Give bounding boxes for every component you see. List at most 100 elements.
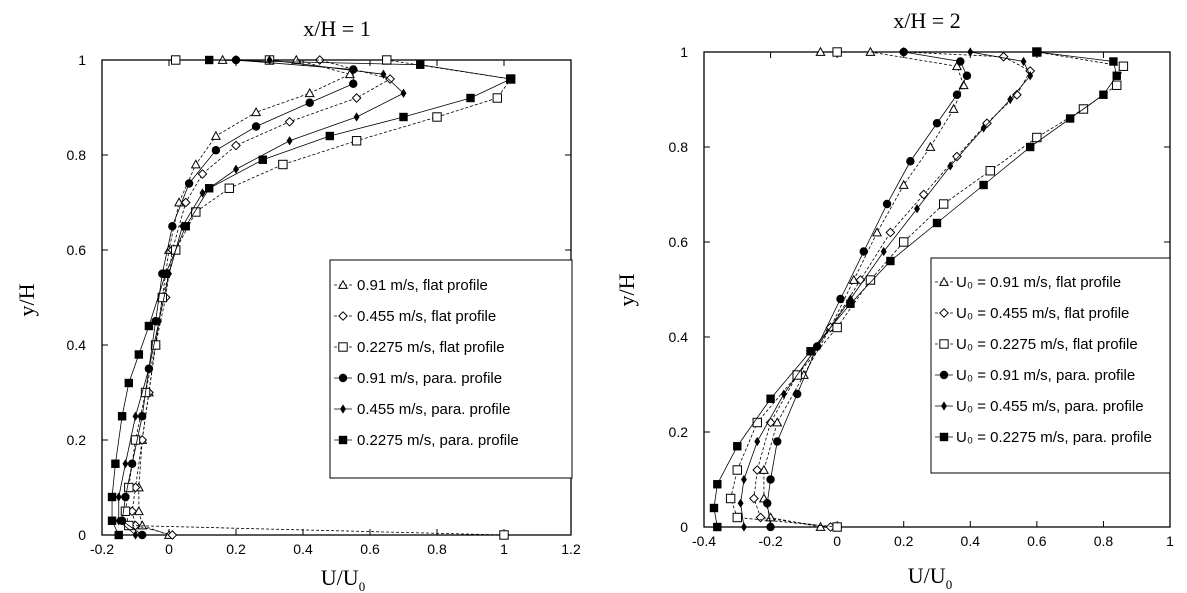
data-point [713, 522, 722, 532]
data-point [385, 74, 396, 84]
data-point [199, 188, 206, 198]
y-tick-label: 0.6 [669, 234, 689, 250]
y-tick-label: 1 [680, 44, 688, 60]
data-point [755, 512, 766, 523]
series-5 [737, 47, 1034, 532]
data-point [752, 465, 763, 475]
legend-label: 0.455 m/s, para. profile [357, 401, 510, 418]
data-point [832, 322, 842, 333]
data-point [181, 222, 190, 231]
x-axis-label: U/U0 [908, 563, 952, 592]
data-point [846, 299, 855, 308]
chart-title: x/H = 2 [893, 8, 960, 33]
data-point [111, 459, 120, 468]
data-point [251, 122, 261, 131]
y-tick-label: 0.8 [669, 139, 689, 155]
y-tick-label: 0 [78, 527, 86, 543]
legend-marker [338, 373, 348, 383]
legend-box [329, 259, 573, 479]
x-tick-label: -0.2 [90, 541, 114, 557]
data-point [416, 60, 425, 69]
data-point [865, 46, 876, 56]
data-point [124, 378, 133, 388]
data-point [184, 179, 194, 188]
data-point [120, 506, 131, 516]
data-point [353, 112, 360, 122]
data-point [733, 442, 742, 451]
data-point [1109, 57, 1118, 66]
data-point [832, 522, 842, 532]
data-point [506, 74, 515, 84]
data-point [765, 417, 776, 428]
data-point [815, 521, 826, 531]
data-point [351, 136, 362, 146]
data-point [197, 169, 208, 179]
data-point [882, 199, 892, 209]
data-point [133, 506, 144, 516]
data-point [171, 55, 181, 65]
legend-label: U₀ = 0.91 m/s, para. profile [956, 367, 1135, 384]
legend-marker [939, 308, 949, 318]
data-point [709, 503, 719, 513]
data-point [231, 140, 241, 151]
series-4 [763, 47, 972, 532]
legend-marker [939, 339, 949, 349]
x-tick-label: -0.4 [692, 533, 716, 549]
data-point [1065, 114, 1075, 123]
data-point [138, 530, 147, 540]
data-point [1118, 61, 1129, 71]
chart-title: x/H = 1 [303, 16, 370, 41]
data-point [124, 482, 134, 493]
y-tick-label: 0.2 [669, 424, 689, 440]
data-point [998, 51, 1009, 62]
y-tick-label: 0.6 [67, 242, 87, 258]
data-point [880, 246, 887, 257]
legend-label: 0.91 m/s, flat profile [357, 277, 488, 294]
data-point [947, 161, 954, 171]
data-point [466, 93, 475, 103]
panel-1: x/H = 1-0.2 0 0.2 0.4 0.6 0.8 1 1.200.20.40.60.… [14, 16, 581, 593]
data-point [134, 350, 144, 359]
data-point [286, 136, 293, 146]
y-tick-label: 0.8 [67, 147, 87, 163]
legend: 0.91 m/s, flat profile 0.455 m/s, flat pr… [329, 259, 573, 479]
x-tick-label: 0 [833, 533, 841, 549]
data-point [732, 465, 742, 475]
data-point [948, 103, 959, 113]
data-point [145, 364, 152, 374]
data-point [191, 207, 201, 217]
data-point [865, 275, 876, 285]
series-line [111, 59, 513, 536]
data-point [749, 493, 759, 504]
data-point [210, 130, 221, 140]
data-point [304, 88, 315, 98]
data-point [741, 522, 747, 532]
data-point [899, 47, 908, 57]
data-point [859, 247, 868, 256]
data-point [224, 183, 235, 193]
data-point [815, 46, 826, 56]
data-point [758, 464, 769, 474]
data-point [217, 54, 228, 64]
data-point [872, 227, 883, 237]
data-point [122, 459, 129, 469]
x-tick-label: 0.8 [1094, 533, 1114, 549]
y-axis-label: y/H [614, 273, 639, 306]
legend-marker [337, 279, 349, 289]
legend-marker [938, 276, 950, 286]
data-point [836, 294, 845, 304]
legend-label: 0.91 m/s, para. profile [357, 370, 502, 387]
data-point [1020, 56, 1027, 67]
legend-marker [338, 311, 348, 321]
x-tick-label: 0.2 [226, 541, 246, 557]
data-point [190, 159, 201, 169]
data-point [167, 530, 178, 540]
y-tick-label: 0.2 [67, 432, 87, 448]
y-tick-label: 1 [78, 52, 86, 68]
y-tick-label: 0 [680, 519, 688, 535]
legend-box [930, 257, 1171, 474]
data-point [956, 57, 965, 66]
legend-marker [939, 432, 949, 442]
data-point [205, 184, 214, 193]
